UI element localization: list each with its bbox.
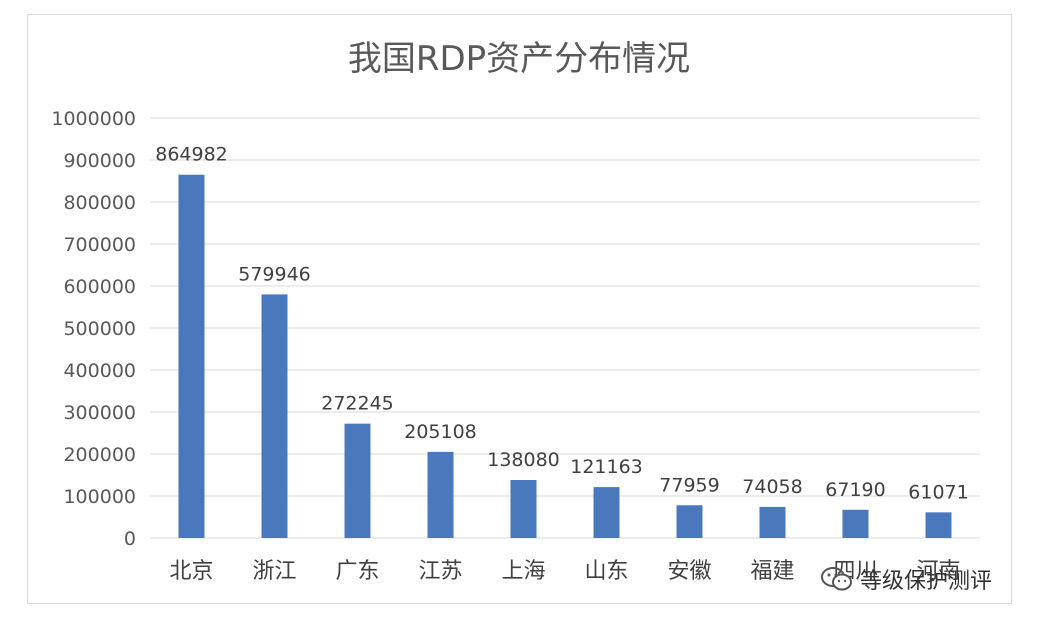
chart-title: 我国RDP资产分布情况 xyxy=(348,39,690,79)
bar xyxy=(510,480,537,538)
bar xyxy=(759,506,786,538)
data-label: 205108 xyxy=(404,421,477,443)
watermark-text: 等级保护测评 xyxy=(860,569,993,594)
y-tick-label: 500000 xyxy=(63,318,136,340)
y-tick-label: 700000 xyxy=(63,234,136,256)
x-tick-label: 江苏 xyxy=(418,559,462,584)
data-label: 272245 xyxy=(321,393,394,415)
wechat-icon xyxy=(821,567,852,591)
y-tick-label: 0 xyxy=(124,528,136,550)
y-tick-label: 900000 xyxy=(63,150,136,172)
data-label: 74058 xyxy=(742,476,802,498)
bar xyxy=(676,505,703,538)
watermark: 等级保护测评 xyxy=(820,564,992,594)
bar xyxy=(427,451,454,538)
data-label: 77959 xyxy=(659,474,719,496)
y-tick-label: 800000 xyxy=(63,192,136,214)
y-tick-label: 300000 xyxy=(63,402,136,424)
gridlines xyxy=(150,117,980,539)
y-axis: 0 100000 200000 300000 400000 500000 600000 700… xyxy=(51,108,136,550)
y-tick-label: 100000 xyxy=(63,486,136,508)
data-label: 61071 xyxy=(908,481,968,503)
data-label: 121163 xyxy=(570,456,643,478)
bar xyxy=(261,294,288,538)
data-label: 138080 xyxy=(487,449,560,471)
bars xyxy=(178,174,952,538)
bar xyxy=(925,512,952,538)
x-tick-label: 福建 xyxy=(750,559,794,584)
x-tick-label: 北京 xyxy=(169,559,213,584)
x-tick-label: 浙江 xyxy=(252,559,296,584)
x-tick-label: 广东 xyxy=(335,559,379,584)
data-label: 579946 xyxy=(238,263,311,285)
x-tick-label: 上海 xyxy=(501,559,545,584)
bar xyxy=(842,509,869,538)
bar xyxy=(593,487,620,538)
x-tick-label: 安徽 xyxy=(667,559,711,584)
y-tick-label: 400000 xyxy=(63,360,136,382)
y-tick-label: 200000 xyxy=(63,444,136,466)
data-label: 67190 xyxy=(825,479,885,501)
bar xyxy=(344,423,371,538)
data-labels: 864982 579946 272245 205108 138080 121163 7795… xyxy=(155,144,968,504)
x-axis: 北京 浙江 广东 江苏 上海 山东 安徽 福建 四川 河南 xyxy=(169,559,960,584)
y-tick-label: 1000000 xyxy=(51,108,136,130)
y-tick-label: 600000 xyxy=(63,276,136,298)
data-label: 864982 xyxy=(155,144,228,166)
bar xyxy=(178,174,205,538)
x-tick-label: 山东 xyxy=(584,559,628,584)
x-tick-label: 河南 xyxy=(916,559,960,584)
